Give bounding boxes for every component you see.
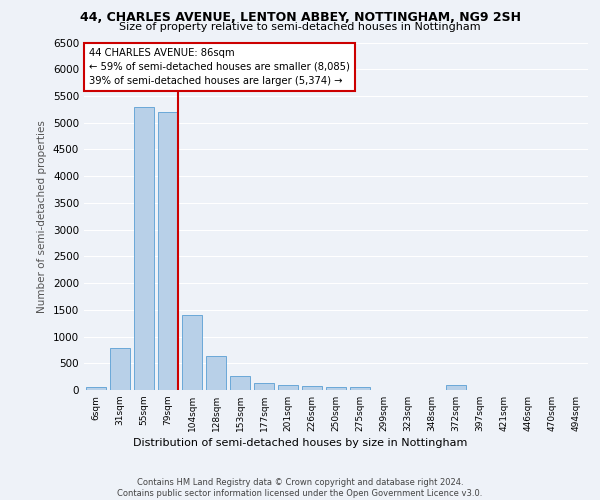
Text: 44 CHARLES AVENUE: 86sqm
← 59% of semi-detached houses are smaller (8,085)
39% o: 44 CHARLES AVENUE: 86sqm ← 59% of semi-d…: [89, 48, 350, 86]
Bar: [230, 376, 250, 390]
Bar: [158, 112, 178, 390]
Y-axis label: Number of semi-detached properties: Number of semi-detached properties: [37, 120, 47, 312]
Text: Contains HM Land Registry data © Crown copyright and database right 2024.
Contai: Contains HM Land Registry data © Crown c…: [118, 478, 482, 498]
Bar: [110, 348, 130, 390]
Text: 44, CHARLES AVENUE, LENTON ABBEY, NOTTINGHAM, NG9 2SH: 44, CHARLES AVENUE, LENTON ABBEY, NOTTIN…: [79, 11, 521, 24]
Bar: [206, 356, 226, 390]
Bar: [278, 385, 298, 390]
Bar: [326, 387, 346, 390]
Bar: [302, 386, 322, 390]
Bar: [134, 106, 154, 390]
Text: Size of property relative to semi-detached houses in Nottingham: Size of property relative to semi-detach…: [119, 22, 481, 32]
Bar: [86, 388, 106, 390]
Bar: [182, 314, 202, 390]
Bar: [254, 383, 274, 390]
Bar: [350, 388, 370, 390]
Text: Distribution of semi-detached houses by size in Nottingham: Distribution of semi-detached houses by …: [133, 438, 467, 448]
Bar: [446, 385, 466, 390]
